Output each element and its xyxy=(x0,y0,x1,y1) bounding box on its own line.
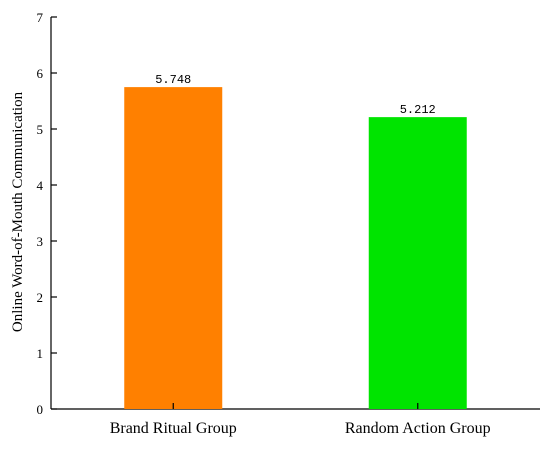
y-tick-label: 5 xyxy=(37,122,44,137)
data-label: 5.748 xyxy=(155,73,191,87)
y-tick-label: 1 xyxy=(37,346,44,361)
y-tick-label: 2 xyxy=(37,290,44,305)
bar xyxy=(368,117,467,410)
data-label: 5.212 xyxy=(400,103,436,117)
y-tick-label: 7 xyxy=(37,10,44,25)
bar xyxy=(124,87,223,409)
x-category-label: Random Action Group xyxy=(345,420,491,437)
y-tick-label: 3 xyxy=(37,234,44,249)
y-tick-label: 0 xyxy=(37,402,44,417)
plot-area: 0 1 2 3 4 5 6 7 5.748 Brand Ritual Group 5.212 Rand… xyxy=(37,10,540,437)
x-category-label: Brand Ritual Group xyxy=(110,420,237,437)
y-axis-label: Online Word-of-Mouth Communication xyxy=(10,91,26,332)
y-tick-label: 4 xyxy=(37,178,44,193)
y-tick-label: 6 xyxy=(37,66,44,81)
